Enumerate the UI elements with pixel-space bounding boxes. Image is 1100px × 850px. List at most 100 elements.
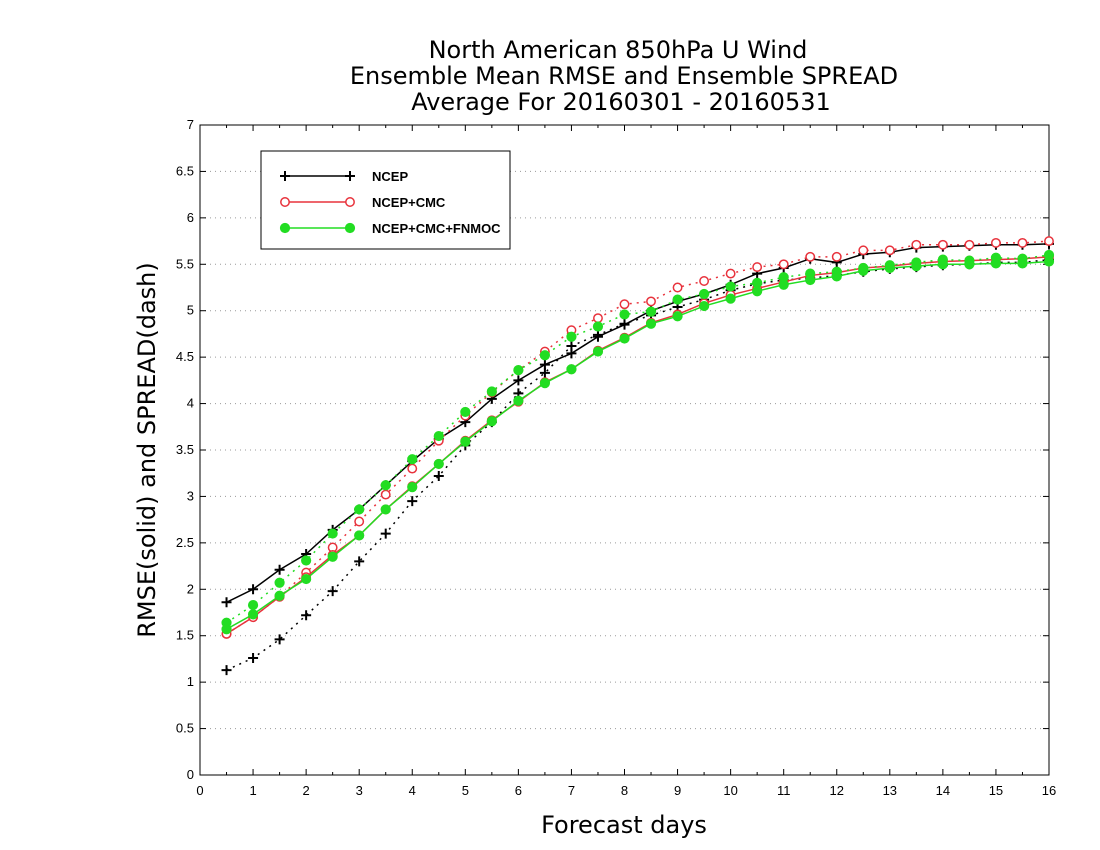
title-line-1: North American 850hPa U Wind	[429, 36, 808, 64]
y-tick-label: 2.5	[176, 535, 194, 550]
filled-circle-marker	[752, 286, 763, 297]
y-tick-label: 4	[187, 396, 194, 411]
x-tick-label: 8	[621, 783, 628, 798]
x-tick-label: 15	[989, 783, 1003, 798]
plus-marker	[539, 367, 550, 378]
open-circle-marker	[672, 282, 683, 293]
x-tick-label: 14	[936, 783, 950, 798]
y-tick-label: 6.5	[176, 163, 194, 178]
filled-circle-marker	[990, 258, 1002, 269]
filled-circle-marker	[380, 504, 391, 515]
legend-label: NCEP+CMC	[372, 195, 446, 210]
legend-label: NCEP+CMC+FNMOC	[372, 221, 501, 236]
filled-circle-marker	[354, 504, 365, 515]
plus-marker	[301, 610, 312, 621]
filled-circle-marker	[566, 364, 577, 375]
filled-circle-marker	[486, 386, 497, 397]
open-circle-marker	[752, 262, 763, 273]
series-layer	[221, 236, 1055, 676]
series-ncep-cmc-fnmoc	[221, 249, 1055, 635]
filled-circle-marker	[433, 430, 444, 442]
open-circle-marker	[407, 463, 418, 474]
filled-circle-marker	[274, 577, 285, 588]
spread-line	[226, 258, 1050, 671]
open-circle-marker	[699, 276, 710, 286]
open-circle-marker	[725, 268, 736, 279]
filled-circle-marker	[645, 306, 657, 317]
spread-line	[226, 254, 1050, 624]
x-tick-label: 11	[777, 783, 791, 798]
open-circle-marker	[593, 313, 603, 324]
open-circle-marker	[280, 197, 290, 207]
filled-circle-marker	[884, 262, 895, 274]
filled-circle-marker	[831, 271, 842, 282]
spread-line	[226, 240, 1050, 635]
open-circle-marker	[911, 239, 922, 250]
x-tick-label: 12	[830, 783, 844, 798]
x-tick-label: 7	[568, 783, 575, 798]
open-circle-marker	[1017, 237, 1028, 248]
plus-marker	[248, 584, 259, 595]
plus-marker	[619, 319, 630, 330]
open-circle-marker	[778, 259, 789, 270]
x-tick-label: 5	[462, 783, 469, 798]
open-circle-marker	[884, 245, 895, 256]
plus-marker	[539, 359, 550, 370]
filled-circle-marker	[327, 551, 338, 562]
y-axis-label: RMSE(solid) and SPREAD(dash)	[133, 262, 161, 638]
plus-marker	[221, 597, 232, 608]
filled-circle-marker	[301, 573, 312, 585]
open-circle-marker	[646, 296, 656, 307]
rmse-line	[226, 256, 1050, 635]
filled-circle-marker	[486, 416, 497, 427]
y-tick-label: 5	[187, 303, 194, 318]
filled-circle-marker	[327, 528, 338, 539]
x-tick-label: 6	[515, 783, 522, 798]
y-tick-label: 0	[187, 767, 194, 782]
filled-circle-marker	[964, 259, 975, 270]
plus-marker	[433, 471, 444, 481]
x-tick-label: 1	[249, 783, 256, 798]
open-circle-marker	[619, 299, 630, 310]
filled-circle-marker	[805, 274, 816, 286]
filled-circle-marker	[513, 365, 524, 376]
y-tick-label: 7	[187, 117, 194, 132]
filled-circle-marker	[698, 300, 710, 312]
plus-marker	[592, 331, 603, 342]
axis-ticks	[199, 124, 1050, 776]
plus-marker	[221, 665, 232, 676]
plus-marker	[566, 348, 577, 359]
filled-circle-marker	[698, 288, 710, 300]
filled-circle-marker	[221, 624, 232, 635]
legend-item: NCEP	[280, 169, 408, 184]
filled-circle-marker	[460, 436, 471, 447]
x-axis-label: Forecast days	[541, 811, 707, 839]
filled-circle-marker	[407, 482, 418, 493]
filled-circle-marker	[911, 261, 922, 272]
filled-circle-marker	[247, 599, 259, 611]
y-tick-label: 0.5	[176, 721, 194, 736]
filled-circle-marker	[858, 265, 869, 276]
filled-circle-marker	[752, 277, 763, 288]
plus-marker	[407, 496, 418, 507]
y-tick-label: 5.5	[176, 256, 194, 271]
chart-title: North American 850hPa U Wind Ensemble Me…	[350, 36, 898, 116]
filled-circle-marker	[274, 590, 285, 601]
series-ncep-cmc	[221, 236, 1054, 639]
x-tick-labels: 0 1 2 3 4 5 6 7 8 9 10 11 12 13 14 15 16	[196, 783, 1056, 798]
open-circle-marker	[990, 237, 1001, 248]
filled-circle-marker	[1043, 256, 1055, 267]
filled-circle-marker	[592, 321, 604, 332]
filled-circle-marker	[645, 318, 657, 329]
filled-circle-marker	[566, 331, 577, 342]
filled-circle-marker	[460, 406, 471, 418]
x-tick-label: 4	[409, 783, 416, 798]
plus-marker	[327, 586, 338, 597]
filled-circle-marker	[279, 222, 291, 234]
plus-marker	[248, 653, 259, 663]
filled-circle-marker	[725, 281, 736, 292]
open-circle-marker	[937, 239, 948, 250]
legend-items: NCEP NCEP+CMC NCEP+CMC+FNMOC	[279, 169, 501, 236]
x-tick-label: 0	[196, 783, 203, 798]
